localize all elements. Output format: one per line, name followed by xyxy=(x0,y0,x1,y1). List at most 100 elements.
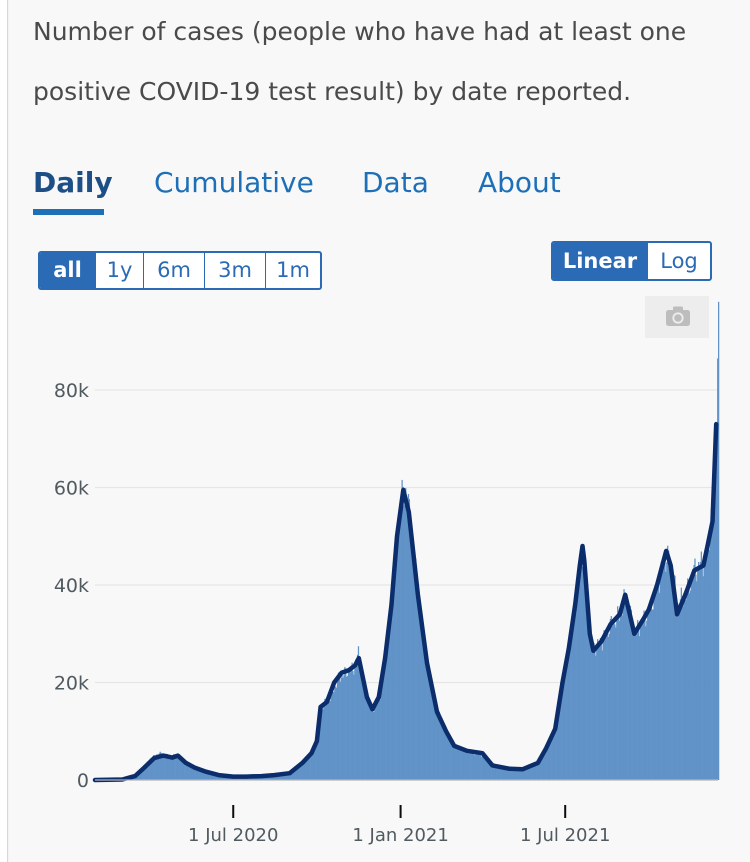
daily-bar xyxy=(511,769,513,780)
daily-bar xyxy=(459,748,461,780)
daily-bar xyxy=(362,674,364,780)
range-6m-button[interactable]: 6m xyxy=(143,253,204,288)
daily-bar xyxy=(581,566,583,780)
daily-bar xyxy=(171,756,173,780)
daily-bar xyxy=(696,581,698,780)
daily-bar xyxy=(442,723,444,780)
daily-bar xyxy=(679,599,682,780)
daily-bar xyxy=(689,590,692,780)
daily-bar xyxy=(425,644,427,780)
range-all-button[interactable]: all xyxy=(40,253,95,288)
daily-bar xyxy=(285,773,287,780)
daily-bar xyxy=(208,772,210,780)
daily-bar xyxy=(464,750,466,780)
daily-bar xyxy=(147,761,150,780)
daily-bar xyxy=(373,712,375,780)
daily-bar xyxy=(654,585,656,780)
daily-bar xyxy=(298,766,300,780)
daily-bar xyxy=(191,765,193,780)
daily-bar xyxy=(551,738,553,780)
daily-bar xyxy=(634,633,636,780)
daily-bar xyxy=(521,769,523,780)
daily-bar xyxy=(566,655,568,780)
daily-bar xyxy=(502,766,504,780)
daily-bar xyxy=(471,752,473,780)
daily-bar xyxy=(151,758,153,780)
tab-data[interactable]: Data xyxy=(362,166,429,199)
tab-cumulative[interactable]: Cumulative xyxy=(154,166,314,199)
daily-bar xyxy=(209,771,211,780)
daily-bar xyxy=(658,592,661,780)
daily-bar xyxy=(608,633,611,780)
daily-bar xyxy=(671,578,673,780)
daily-bar xyxy=(272,775,274,780)
daily-bar xyxy=(494,765,496,780)
daily-bar xyxy=(405,488,407,780)
daily-bar xyxy=(677,603,679,780)
daily-bar xyxy=(597,644,600,780)
daily-bar xyxy=(664,561,666,780)
daily-bar xyxy=(179,756,181,780)
daily-bar xyxy=(620,611,622,780)
daily-bar xyxy=(606,630,608,780)
daily-bar xyxy=(277,774,280,780)
daily-bar xyxy=(303,762,305,780)
daily-bar xyxy=(507,768,510,780)
daily-bar xyxy=(528,766,531,780)
tab-daily[interactable]: Daily xyxy=(33,166,113,199)
daily-bar xyxy=(369,703,371,780)
daily-bar xyxy=(527,767,529,780)
daily-bar xyxy=(554,730,556,780)
daily-bar xyxy=(695,574,697,780)
daily-bar xyxy=(565,669,567,780)
rolling-average xyxy=(92,421,719,783)
daily-bar xyxy=(390,616,392,780)
daily-bar xyxy=(195,768,198,780)
daily-bar xyxy=(597,639,599,780)
daily-bar xyxy=(297,766,300,780)
daily-bar xyxy=(489,760,491,780)
daily-bar xyxy=(156,754,159,780)
daily-bar xyxy=(504,767,506,780)
daily-bar xyxy=(196,767,199,780)
daily-bar xyxy=(477,754,480,780)
daily-bar xyxy=(301,763,303,780)
daily-bar xyxy=(595,655,597,780)
daily-bar xyxy=(572,617,574,780)
daily-bar xyxy=(387,628,390,780)
daily-bar xyxy=(278,774,280,780)
download-image-button[interactable] xyxy=(645,296,709,338)
daily-bar xyxy=(431,682,433,780)
range-1m-button[interactable]: 1m xyxy=(265,253,320,288)
tab-about[interactable]: About xyxy=(478,166,561,199)
daily-bar xyxy=(340,677,342,780)
daily-bar xyxy=(644,614,646,780)
daily-bar xyxy=(611,625,613,780)
daily-bar xyxy=(180,758,182,780)
daily-bar xyxy=(205,771,207,780)
daily-bar xyxy=(515,768,517,780)
daily-bar xyxy=(327,697,330,780)
log-scale-button[interactable]: Log xyxy=(647,243,710,279)
daily-bar xyxy=(325,698,327,780)
range-3m-button[interactable]: 3m xyxy=(204,253,265,288)
range-1y-button[interactable]: 1y xyxy=(95,253,143,288)
daily-bar xyxy=(320,705,322,780)
daily-bar xyxy=(204,770,206,780)
daily-bar xyxy=(275,774,277,780)
daily-bar xyxy=(609,618,612,780)
daily-bar xyxy=(596,645,598,780)
daily-bar xyxy=(295,768,297,780)
daily-bar xyxy=(454,747,456,780)
linear-scale-button[interactable]: Linear xyxy=(553,243,647,279)
daily-bar xyxy=(564,677,566,780)
daily-bar xyxy=(714,438,716,780)
daily-bar xyxy=(493,764,495,780)
daily-bar xyxy=(546,746,548,780)
daily-bar xyxy=(535,763,537,780)
daily-bar xyxy=(687,579,690,780)
daily-bar xyxy=(484,757,486,780)
daily-bar xyxy=(561,691,563,780)
daily-bar xyxy=(383,674,385,780)
daily-bar xyxy=(441,721,443,780)
